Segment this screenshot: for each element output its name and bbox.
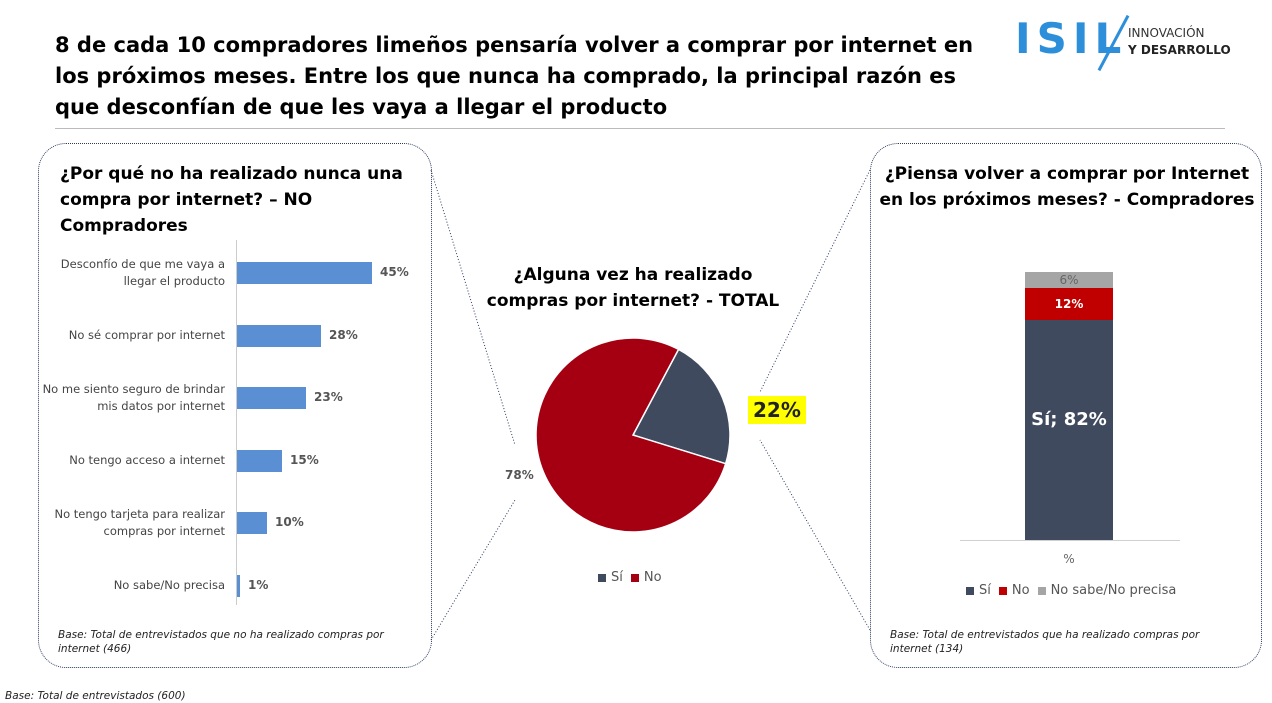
bar — [237, 262, 372, 284]
category-label: No me siento seguro de brindar mis datos… — [42, 382, 225, 413]
x-tick-label: % — [1063, 552, 1075, 566]
chart-title: ¿Alguna vez ha realizado compras por int… — [486, 265, 780, 311]
legend-swatch — [1037, 586, 1046, 595]
value-label: 22% — [748, 396, 806, 424]
category-label: No tengo tarjeta para realizar compras p… — [54, 507, 225, 538]
logo-line2: Y DESARROLLO — [1128, 43, 1231, 57]
category-label: No tengo acceso a internet — [69, 453, 225, 467]
legend-swatch — [998, 586, 1007, 595]
axis-line — [236, 240, 237, 605]
connectors — [430, 169, 871, 641]
page-title: 8 de cada 10 compradores limeños pensarí… — [55, 33, 974, 119]
bar — [237, 324, 321, 347]
value-label: 28% — [329, 327, 358, 342]
note: Base: Total de entrevistados que ha real… — [890, 629, 1200, 655]
note: Base: Total de entrevistados que no ha r… — [58, 629, 384, 655]
right-panel — [870, 143, 1262, 668]
value-label: 10% — [275, 515, 304, 529]
divider — [55, 128, 1225, 129]
legend-label: Sí — [979, 583, 991, 598]
legend-label: No sabe/No precisa — [1050, 583, 1177, 598]
value-label: 23% — [314, 390, 343, 404]
pie-slice — [631, 348, 731, 465]
category-label: No sé comprar por internet — [68, 328, 225, 342]
value-label: 45% — [380, 265, 409, 279]
chart-title: ¿Por qué no ha realizado nunca una compr… — [60, 164, 403, 236]
value-label: 1% — [248, 577, 269, 592]
legend-swatch — [630, 573, 639, 582]
legend-label: No — [1011, 583, 1030, 598]
logo-brand: ISIL — [1015, 14, 1128, 63]
legend: Sí No No sabe/No precisa — [958, 583, 1176, 598]
value-label: 6% — [1059, 273, 1079, 288]
baseline — [960, 540, 1180, 541]
value-label: 15% — [290, 452, 319, 467]
value-label: 78% — [505, 468, 534, 482]
pie-slice — [535, 337, 727, 533]
category-label: No sabe/No precisa — [113, 578, 225, 592]
legend-label: No — [643, 570, 662, 585]
bar-segment — [1025, 272, 1113, 289]
bar — [237, 512, 267, 534]
bar — [237, 387, 306, 409]
connector — [759, 439, 871, 631]
legend: Sí No — [590, 570, 662, 585]
connector — [759, 169, 871, 393]
chart-title: ¿Piensa volver a comprar por Internet en… — [879, 164, 1255, 210]
legend-swatch — [966, 586, 974, 595]
bar-segment — [1025, 288, 1113, 321]
bar — [237, 449, 282, 472]
legend-label: Sí — [611, 570, 623, 585]
left-panel — [38, 143, 432, 668]
bar-segment — [1025, 320, 1113, 540]
logo-line1: INNOVACIÓN — [1128, 26, 1205, 40]
category-label: Desconfío de que me vaya a llegar el pro… — [60, 257, 225, 288]
footnote: Base: Total de entrevistados (600) — [5, 690, 186, 702]
value-label: Sí; 82% — [1031, 409, 1107, 431]
bar — [237, 574, 240, 597]
connector — [430, 499, 516, 641]
value-label: 12% — [1054, 297, 1084, 312]
legend-swatch — [598, 573, 606, 582]
